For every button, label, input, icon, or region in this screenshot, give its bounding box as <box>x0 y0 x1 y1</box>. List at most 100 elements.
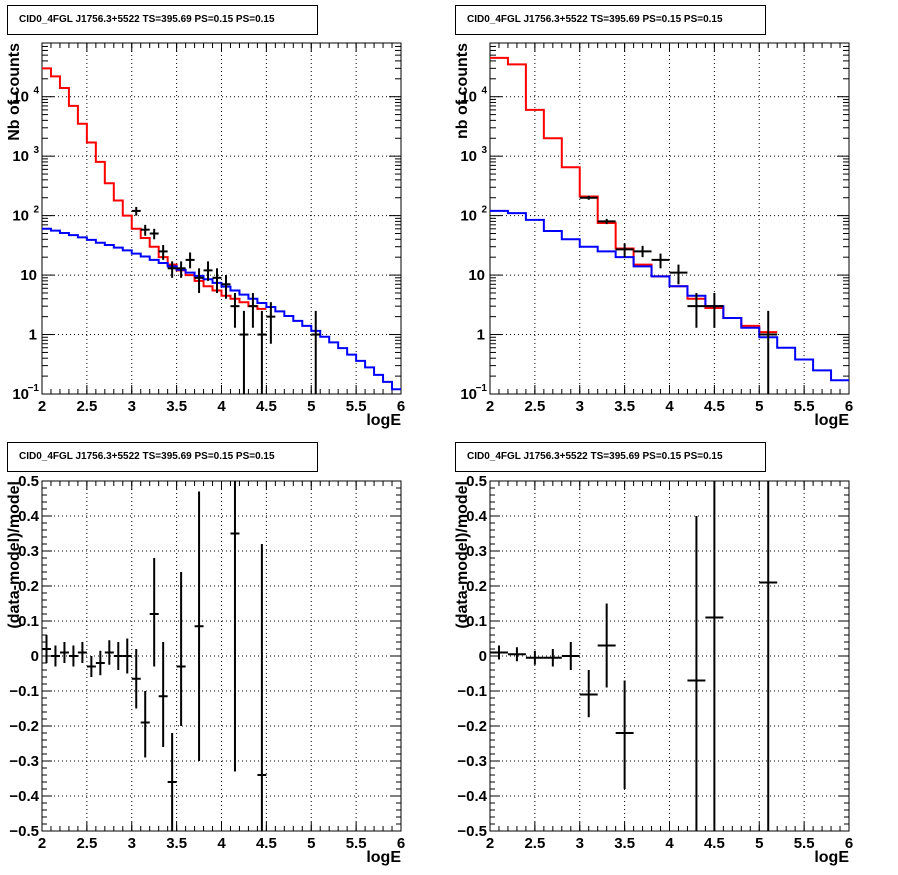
data-point <box>239 310 249 394</box>
x-tick-label: 2.5 <box>76 835 97 852</box>
data-point <box>42 635 51 663</box>
x-tick-label: 4 <box>217 835 226 852</box>
y-tick-label: −0.1 <box>457 683 487 700</box>
x-axis-title: logE <box>814 849 849 866</box>
y-tick-exponent: −1 <box>28 383 40 394</box>
y-tick-label: 1 <box>477 327 485 344</box>
x-tick-label: 6 <box>397 835 405 852</box>
data-point <box>68 645 78 667</box>
x-tick-label: 5.5 <box>346 398 367 415</box>
y-tick-label: 10 <box>12 386 29 403</box>
data-point <box>86 656 96 677</box>
data-point <box>212 268 222 293</box>
data-point <box>167 261 177 278</box>
x-tick-label: 3.5 <box>614 398 635 415</box>
data-point <box>597 218 616 225</box>
y-tick-label: 10 <box>20 267 37 284</box>
x-tick-label: 2 <box>38 835 46 852</box>
y-tick-label: 10 <box>460 386 477 403</box>
y-tick-label: 0.4 <box>18 508 40 525</box>
data-point <box>687 516 706 831</box>
x-tick-label: 3 <box>576 398 584 415</box>
x-axis-title: logE <box>366 849 401 866</box>
y-tick-label: 0 <box>31 648 39 665</box>
x-tick-label: 3 <box>128 835 136 852</box>
y-tick-exponent: 3 <box>481 145 487 156</box>
y-tick-label: 10 <box>12 89 29 106</box>
x-tick-label: 6 <box>845 398 853 415</box>
x-tick-label: 2 <box>486 835 494 852</box>
y-tick-label: 10 <box>460 208 477 225</box>
data-point <box>158 245 168 260</box>
y-tick-label: −0.4 <box>457 788 487 805</box>
x-tick-label: 2.5 <box>524 835 545 852</box>
data-point <box>77 642 87 663</box>
panel-title-bottom-left: CID0_4FGL J1756.3+5522 TS=395.69 PS=0.15… <box>7 442 318 472</box>
data-point <box>131 206 141 216</box>
data-point <box>687 292 706 328</box>
y-tick-label: −0.2 <box>457 718 487 735</box>
data-point <box>257 310 267 394</box>
y-tick-label: 10 <box>460 89 477 106</box>
data-point <box>59 642 69 663</box>
y-tick-exponent: 4 <box>481 86 487 97</box>
data-point <box>669 264 688 285</box>
x-tick-label: 4.5 <box>256 398 277 415</box>
y-tick-label: 0.5 <box>18 473 39 490</box>
data-point <box>176 572 186 726</box>
y-tick-label: 0.2 <box>466 578 487 595</box>
x-tick-label: 2.5 <box>524 398 545 415</box>
histogram-step-line-0 <box>42 67 267 310</box>
data-layer <box>42 67 401 394</box>
x-tick-label: 4 <box>665 398 674 415</box>
data-point <box>203 261 213 281</box>
x-tick-label: 2.5 <box>76 398 97 415</box>
data-point <box>490 645 508 660</box>
x-tick-label: 5.5 <box>346 835 367 852</box>
x-tick-label: 3.5 <box>166 835 187 852</box>
data-point <box>633 245 652 258</box>
data-point <box>194 268 204 293</box>
data-point <box>705 292 724 328</box>
y-tick-label: −0.2 <box>9 718 39 735</box>
plot-panel-2: 2 2.5 3 3.5 4 4.5 5 5.5 6 −0.5 −0.4 −0.3 −0.2 −0.1 0 0.… <box>6 473 405 866</box>
data-point <box>759 310 778 394</box>
y-tick-label: 0.3 <box>18 543 39 560</box>
plot-frame <box>41 480 402 832</box>
x-tick-label: 5 <box>307 398 315 415</box>
y-tick-label: 10 <box>468 267 485 284</box>
y-tick-label: 0.1 <box>18 613 39 630</box>
data-point <box>266 302 276 344</box>
data-point <box>131 649 141 709</box>
panel-title-bottom-right: CID0_4FGL J1756.3+5522 TS=395.69 PS=0.15… <box>455 442 766 472</box>
x-tick-label: 5 <box>755 835 763 852</box>
panel-title-top-left: CID0_4FGL J1756.3+5522 TS=395.69 PS=0.15… <box>7 5 318 35</box>
data-point <box>149 558 159 667</box>
data-point <box>185 252 195 269</box>
data-point <box>615 243 634 258</box>
x-axis-title: logE <box>366 412 401 429</box>
data-point <box>257 544 267 831</box>
data-point <box>543 649 562 667</box>
x-tick-label: 2 <box>38 398 46 415</box>
panel-title-top-right: CID0_4FGL J1756.3+5522 TS=395.69 PS=0.15… <box>455 5 766 35</box>
x-tick-label: 5 <box>755 398 763 415</box>
data-point <box>122 638 132 674</box>
x-tick-label: 3.5 <box>166 398 187 415</box>
y-tick-label: −0.3 <box>457 753 487 770</box>
y-tick-label: −0.5 <box>9 823 39 840</box>
y-tick-label: 10 <box>12 148 29 165</box>
data-point <box>194 491 204 761</box>
y-tick-label: 0.4 <box>466 508 488 525</box>
data-point <box>561 642 580 670</box>
data-point <box>113 642 123 670</box>
plot-frame <box>489 480 850 832</box>
x-axis-title: logE <box>814 412 849 429</box>
data-point <box>230 292 240 328</box>
data-point <box>579 195 598 200</box>
data-point <box>221 275 231 299</box>
y-tick-label: 0.3 <box>466 543 487 560</box>
y-axis-title: (data-model)/model <box>6 481 23 629</box>
y-tick-label: 10 <box>460 148 477 165</box>
